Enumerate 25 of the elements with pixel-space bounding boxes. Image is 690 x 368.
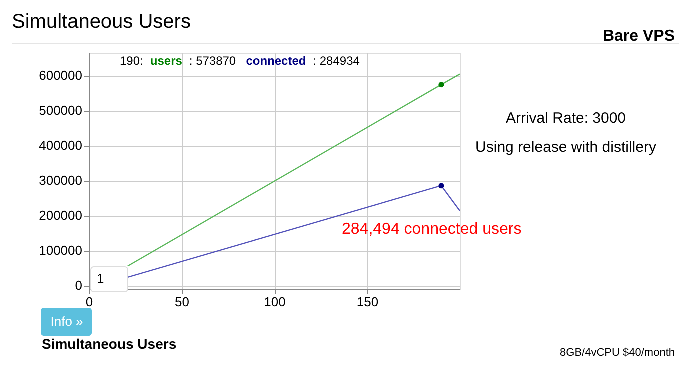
text: users: [150, 54, 183, 68]
x-tick-label: 100: [264, 294, 286, 310]
text: Simultaneous Users: [42, 336, 177, 352]
text: Arrival Rate: 3000: [506, 110, 626, 127]
x-tick-label: 50: [175, 294, 190, 310]
y-tick-label: 100000: [39, 243, 82, 258]
x-tick-label: 0: [86, 294, 94, 310]
annotation: 284,494 connected users: [342, 221, 522, 238]
text: Info »: [50, 314, 84, 329]
y-tick-label: 400000: [39, 138, 82, 154]
text: Bare VPS: [602, 28, 676, 45]
y-tick-label: 200000: [39, 208, 82, 224]
y-tick-label: 300000: [39, 173, 82, 188]
text: Using release with distillery: [476, 139, 657, 156]
text: 8GB/4vCPU $40/month: [560, 347, 675, 359]
x-tick-label: 150: [356, 294, 379, 310]
chart-title: Simultaneous Users: [12, 11, 191, 33]
annotation: : 573870: [189, 54, 236, 68]
annotation: 190:: [120, 54, 144, 68]
annotation: : 284934: [313, 54, 360, 68]
y-tick-label: 600000: [39, 68, 82, 84]
y-tick-label: 500000: [39, 103, 82, 118]
text: connected: [246, 54, 306, 68]
annotation: 1: [97, 271, 104, 286]
y-tick-label: 0: [75, 278, 82, 294]
